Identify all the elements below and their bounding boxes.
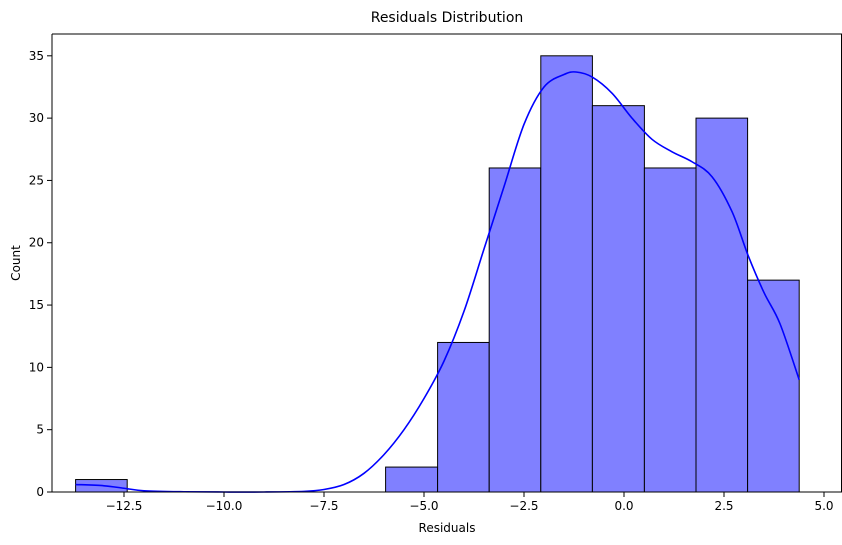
x-axis-label: Residuals (419, 521, 476, 535)
histogram-bar (591, 105, 645, 493)
y-axis-ticks: 0 5 10 15 20 25 30 35 (29, 49, 52, 499)
histogram-bars (75, 55, 800, 493)
x-tick-label: −2.5 (509, 499, 538, 513)
x-axis-ticks: −12.5 −10.0 −7.5 −5.0 −2.5 0.0 2.5 5.0 (106, 492, 834, 513)
histogram-bar (385, 466, 439, 493)
y-tick-label: 10 (29, 360, 44, 374)
x-tick-label: −5.0 (409, 499, 438, 513)
y-tick-label: 0 (36, 485, 44, 499)
y-tick-label: 25 (29, 173, 44, 187)
x-tick-label: −12.5 (106, 499, 143, 513)
y-tick-label: 20 (29, 236, 44, 250)
histogram-bar (695, 117, 749, 493)
y-axis-label: Count (9, 245, 23, 281)
y-tick-label: 5 (36, 423, 44, 437)
y-tick-label: 30 (29, 111, 44, 125)
x-tick-label: −7.5 (309, 499, 338, 513)
histogram-bar (488, 167, 542, 493)
histogram-bar (747, 279, 800, 493)
y-tick-label: 15 (29, 298, 44, 312)
chart-title: Residuals Distribution (371, 10, 524, 26)
histogram-bar (540, 55, 593, 493)
x-tick-label: −10.0 (206, 499, 243, 513)
histogram-bar (437, 341, 490, 493)
x-tick-label: 2.5 (714, 499, 733, 513)
x-tick-label: 5.0 (814, 499, 833, 513)
x-tick-label: 0.0 (614, 499, 633, 513)
histogram-bar (643, 167, 697, 493)
y-tick-label: 35 (29, 49, 44, 63)
